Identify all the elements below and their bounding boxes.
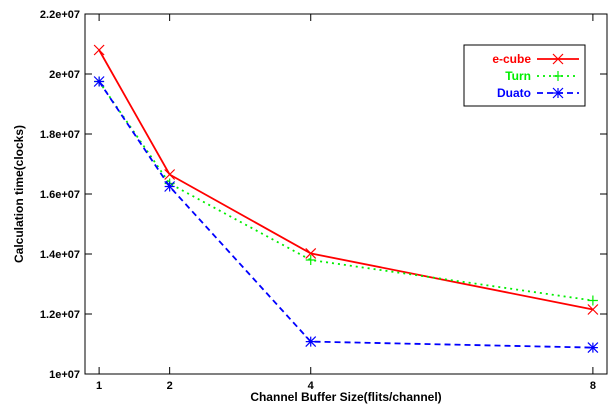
x-tick-label: 4 xyxy=(308,380,315,392)
y-axis-label: Calculation time(clocks) xyxy=(12,125,26,263)
y-tick-label: 1.2e+07 xyxy=(40,309,80,321)
y-tick-label: 2e+07 xyxy=(49,69,80,81)
data-point-marker xyxy=(587,342,599,354)
data-point-marker xyxy=(587,304,599,315)
y-tick-label: 1.6e+07 xyxy=(40,189,80,201)
series-duato xyxy=(93,76,599,354)
data-point-marker xyxy=(552,53,564,65)
legend-box xyxy=(463,44,586,107)
data-point-marker xyxy=(587,295,598,306)
data-point-marker xyxy=(93,44,105,56)
data-point-marker xyxy=(305,336,317,348)
x-tick-label: 2 xyxy=(167,380,173,392)
data-point-marker xyxy=(553,71,563,81)
y-tick-label: 1.4e+07 xyxy=(40,249,80,261)
data-point-marker xyxy=(164,169,176,180)
legend-label: Turn xyxy=(505,69,531,83)
series-line xyxy=(98,49,594,311)
data-point-marker xyxy=(305,255,316,265)
legend: e-cube Turn Duato xyxy=(463,44,586,107)
y-axis: 1e+07 1.2e+07 1.4e+07 1.6e+07 1.8e+07 2e+07 2.… xyxy=(40,9,607,381)
data-point-marker xyxy=(305,247,317,259)
data-point-marker xyxy=(164,181,176,192)
legend-label: Duato xyxy=(497,86,531,100)
data-point-marker xyxy=(93,76,105,87)
series-e-cube xyxy=(93,44,599,315)
x-tick-label: 1 xyxy=(96,380,102,392)
series-layer xyxy=(93,44,599,354)
y-tick-label: 2.2e+07 xyxy=(40,9,80,21)
y-tick-label: 1.8e+07 xyxy=(40,129,80,141)
x-axis: 1 2 4 8 xyxy=(96,14,596,392)
data-point-marker xyxy=(552,87,564,99)
x-axis-label: Channel Buffer Size(flits/channel) xyxy=(250,390,441,404)
legend-label: e-cube xyxy=(492,52,531,66)
x-tick-label: 8 xyxy=(590,380,596,392)
series-line xyxy=(98,80,593,349)
y-tick-label: 1e+07 xyxy=(49,369,80,381)
